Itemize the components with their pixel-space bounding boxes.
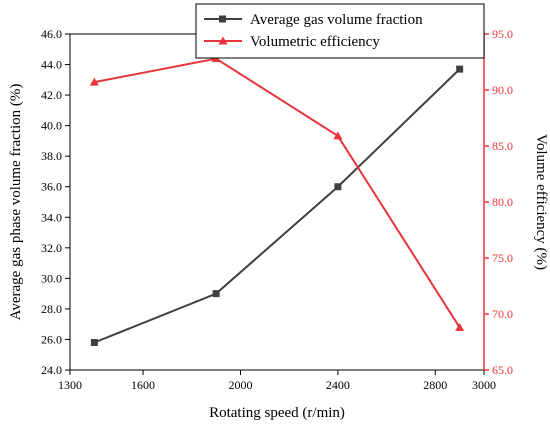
y-left-tick-label: 28.0	[41, 302, 62, 316]
series-line-0	[93, 68, 461, 344]
y-right-tick-label: 75.0	[492, 251, 513, 265]
data-point-square	[90, 339, 98, 347]
series-line-1	[94, 57, 461, 328]
y-left-tick-label: 44.0	[41, 58, 62, 72]
data-point-triangle	[89, 77, 99, 86]
legend-box	[195, 3, 485, 59]
data-point-triangle	[333, 131, 343, 140]
x-tick-label: 2800	[423, 378, 447, 392]
y-right-tick-label: 95.0	[492, 27, 513, 41]
y-left-tick-label: 42.0	[41, 88, 62, 102]
y-left-tick-label: 36.0	[41, 180, 62, 194]
y-left-tick-label: 30.0	[41, 271, 62, 285]
data-point-square	[334, 183, 342, 191]
legend-marker-triangle	[218, 36, 228, 45]
y-axis-left-label: Average gas phase volume fraction (%)	[8, 84, 24, 321]
x-tick-label: 2000	[228, 378, 252, 392]
y-left-tick-label: 38.0	[41, 149, 62, 163]
legend-label-gas: Average gas volume fraction	[250, 12, 423, 28]
x-tick-label: 1300	[58, 378, 82, 392]
y-left-tick-label: 26.0	[41, 332, 62, 346]
y-right-tick-label: 65.0	[492, 363, 513, 377]
y-left-tick-label: 34.0	[41, 210, 62, 224]
x-axis-label: Rotating speed (r/min)	[209, 405, 345, 421]
x-tick-label: 2400	[326, 378, 350, 392]
data-point-triangle	[455, 322, 465, 331]
y-right-tick-label: 80.0	[492, 195, 513, 209]
y-axis-right: 65.0 70.0 75.0 80.0 85.0 90.0 95.0	[483, 27, 513, 377]
y-right-tick-label: 85.0	[492, 139, 513, 153]
y-right-tick-label: 90.0	[492, 83, 513, 97]
y-left-tick-label: 32.0	[41, 241, 62, 255]
legend: Average gas volume fraction Volumetric e…	[195, 3, 485, 59]
y-axis-left: 24.0 26.0 28.0 30.0 32.0 34.0 36.0 38.0 40.0 42.0…	[41, 27, 71, 377]
y-right-tick-label: 70.0	[492, 307, 513, 321]
legend-label-efficiency: Volumetric efficiency	[250, 34, 380, 50]
data-point-square	[212, 290, 220, 298]
plot-area	[70, 34, 484, 370]
series-layer	[89, 54, 465, 347]
x-axis: 1300 1600 2000 2400 2800 3000	[58, 33, 496, 392]
y-left-tick-label: 24.0	[41, 363, 62, 377]
y-left-tick-label: 40.0	[41, 119, 62, 133]
y-axis-right-label: Volume efficiency (%)	[533, 134, 549, 270]
legend-marker-square	[219, 15, 226, 23]
x-tick-label: 1600	[131, 378, 155, 392]
data-point-square	[456, 65, 464, 73]
y-left-tick-label: 46.0	[41, 27, 62, 41]
x-tick-label: 3000	[472, 378, 496, 392]
